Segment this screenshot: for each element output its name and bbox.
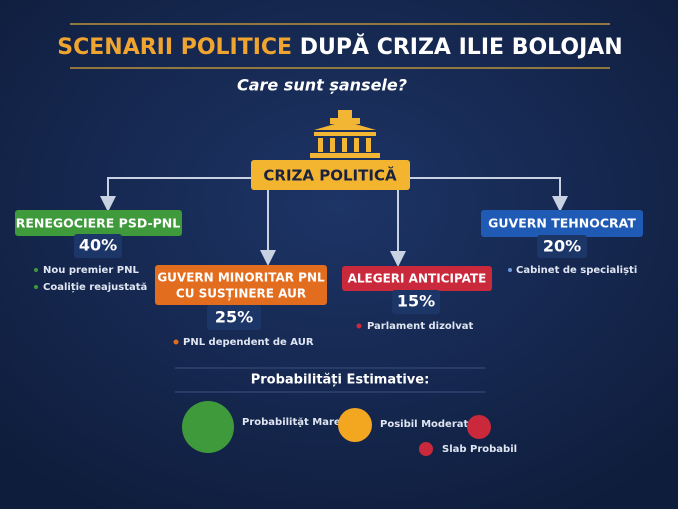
node-label: RENEGOCIERE PSD-PNL (16, 216, 181, 231)
percent-box (392, 290, 440, 314)
bullet: Coaliție reajustată (43, 282, 147, 293)
percent-box (537, 235, 587, 258)
title-highlight: SCENARII POLITICE (57, 35, 292, 60)
node-box (342, 266, 492, 291)
node-label: GUVERN TEHNOCRAT (488, 216, 636, 231)
legend-swatch (338, 408, 372, 442)
node-box (155, 265, 327, 305)
legend-swatch (419, 442, 433, 456)
node-label: ALEGERI ANTICIPATE (348, 272, 487, 286)
title: SCENARII POLITICE DUPĂ CRIZA ILIE BOLOJA… (57, 34, 622, 60)
bullet: PNL dependent de AUR (183, 337, 314, 348)
bullet: Cabinet de specialiști (516, 265, 637, 276)
building-icon (310, 110, 380, 158)
bullet-dot (508, 268, 512, 272)
bullet: Nou premier PNL (43, 265, 139, 276)
connectors (100, 177, 568, 267)
node-label: GUVERN MINORITAR PNL (157, 271, 325, 285)
legend-label: Posibil Moderat (380, 419, 469, 430)
legend-label: Slab Probabil (442, 444, 517, 455)
bullet-dot (356, 323, 362, 329)
percent-box (74, 234, 122, 258)
percent: 20% (543, 237, 581, 256)
bullet: Parlament dizolvat (367, 321, 473, 332)
subtitle: Care sunt șansele? (237, 76, 407, 95)
node-box (15, 210, 182, 236)
center-box (251, 160, 410, 190)
legend-label: Probabilitặt Mare (242, 417, 341, 428)
percent: 40% (79, 236, 117, 255)
percent: 15% (397, 292, 435, 311)
legend-swatch (182, 401, 234, 453)
percent-box (207, 305, 261, 330)
legend-swatch (467, 415, 491, 439)
bullet-dot (34, 285, 38, 289)
node-label: CU SUSȚINERE AUR (176, 287, 306, 301)
bullet-dot (173, 339, 179, 345)
legend-title: Probabilități Estimative: (251, 373, 430, 388)
bullet-dot (34, 268, 38, 272)
title-rest: DUPĂ CRIZA ILIE BOLOJAN (300, 34, 623, 60)
center-label: CRIZA POLITICĂ (263, 166, 397, 185)
node-box (481, 210, 643, 237)
percent: 25% (215, 308, 253, 327)
